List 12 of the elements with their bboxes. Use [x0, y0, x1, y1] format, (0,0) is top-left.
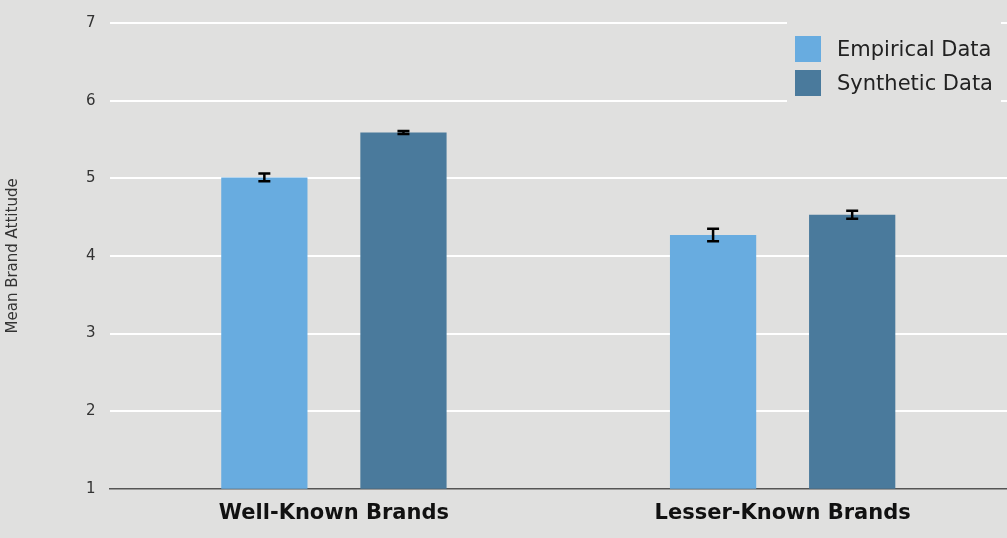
legend-label: Empirical Data	[837, 37, 992, 61]
legend-label: Synthetic Data	[837, 71, 993, 95]
y-axis-title: Mean Brand Attitude	[2, 178, 21, 334]
y-tick-label: 1	[86, 478, 96, 497]
y-tick-label: 7	[86, 12, 96, 31]
y-tick-label: 2	[86, 401, 96, 420]
x-tick-label: Lesser-Known Brands	[654, 499, 911, 524]
y-tick-label: 6	[86, 90, 96, 109]
y-tick-label: 3	[86, 323, 96, 342]
x-tick-label: Well-Known Brands	[218, 499, 449, 524]
y-tick-label: 5	[86, 168, 96, 187]
y-tick-label: 4	[86, 245, 96, 264]
